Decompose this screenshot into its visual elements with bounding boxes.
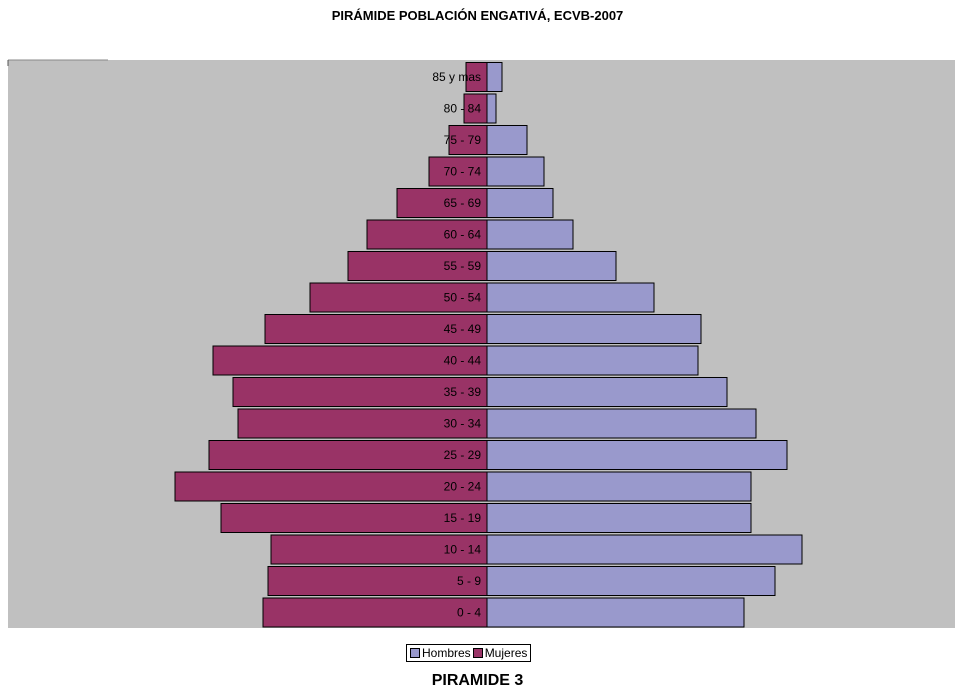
legend-label-hombres: Hombres [422,646,471,660]
bar-hombres-60-64 [486,219,574,250]
legend-swatch-hombres [410,648,420,658]
bar-hombres-0-4 [486,597,745,628]
tick-label-0-4: 0 - 4 [457,606,481,620]
tick-label-50-54: 50 - 54 [444,291,482,305]
bar-mujeres-40-44 [212,345,488,376]
tick-label-65-69: 65 - 69 [444,196,482,210]
bar-hombres-15-19 [486,503,752,533]
tick-label-35-39: 35 - 39 [444,385,482,399]
bar-hombres-20-24 [486,471,752,502]
tick-label-25-29: 25 - 29 [444,448,482,462]
bar-mujeres-25-29 [208,440,488,470]
legend-label-mujeres: Mujeres [484,646,528,660]
tick-label-55-59: 55 - 59 [444,259,482,273]
bar-hombres-50-54 [486,282,655,313]
bar-mujeres-35-39 [232,377,488,407]
bar-mujeres-0-4 [262,597,488,628]
legend: Hombres Mujeres [406,644,532,662]
bar-mujeres-45-49 [264,314,488,344]
bar-mujeres-5-9 [267,566,488,596]
bar-mujeres-75-79 [448,125,488,155]
bar-hombres-25-29 [486,440,788,470]
tick-label-30-34: 30 - 34 [444,417,482,431]
bar-hombres-70-74 [486,156,545,187]
tick-label-70-74: 70 - 74 [444,165,482,179]
bar-hombres-65-69 [486,188,554,218]
bar-hombres-5-9 [486,566,776,596]
tick-label-85ymas: 85 y mas [432,70,481,84]
bar-hombres-35-39 [486,377,728,407]
bar-hombres-75-79 [486,125,528,155]
tick-label-45-49: 45 - 49 [444,322,482,336]
bar-mujeres-60-64 [366,219,488,250]
legend-swatch-mujeres [472,648,483,658]
chart-title: PIRÁMIDE POBLACIÓN ENGATIVÁ, ECVB-2007 [331,8,624,23]
bar-mujeres-20-24 [174,471,488,502]
bar-mujeres-15-19 [220,503,488,533]
bar-hombres-80-84 [486,93,497,124]
tick-label-15-19: 15 - 19 [444,511,482,525]
tick-label-40-44: 40 - 44 [444,354,482,368]
tick-label-80-84: 80 - 84 [444,102,482,116]
bar-hombres-85ymas [486,62,503,92]
bar-hombres-55-59 [486,251,617,281]
tick-label-20-24: 20 - 24 [444,480,482,494]
chart-caption: PIRAMIDE 3 [431,672,524,689]
legend-item-mujeres: Mujeres [472,646,528,660]
bar-mujeres-50-54 [309,282,488,313]
bar-hombres-10-14 [486,534,803,565]
legend-item-hombres: Hombres [410,646,471,660]
tick-label-10-14: 10 - 14 [444,543,482,557]
bar-hombres-45-49 [486,314,702,344]
tick-label-75-79: 75 - 79 [444,133,482,147]
bar-hombres-30-34 [486,408,757,439]
bar-mujeres-70-74 [428,156,488,187]
tick-label-60-64: 60 - 64 [444,228,482,242]
bar-hombres-40-44 [486,345,699,376]
tick-label-5-9: 5 - 9 [457,574,481,588]
bar-mujeres-65-69 [396,188,488,218]
